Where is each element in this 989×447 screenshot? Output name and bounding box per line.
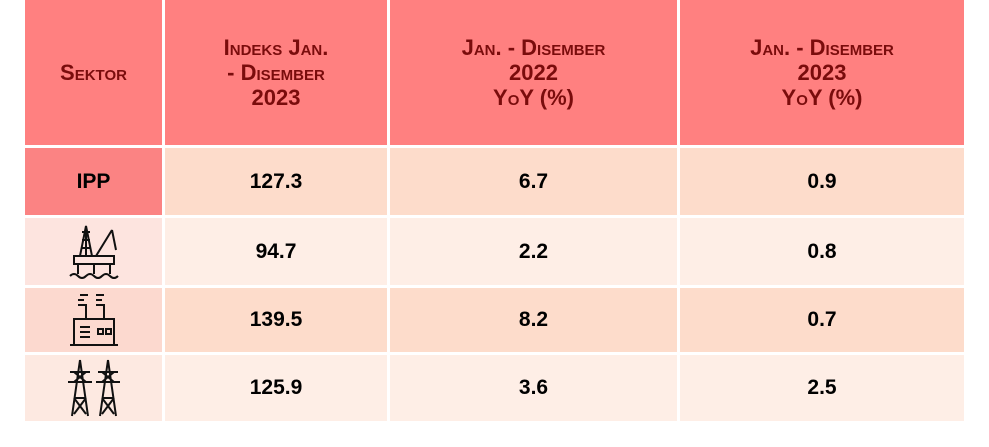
table: Sektor Indeks Jan. - Disember 2023 Jan. …: [25, 0, 967, 421]
cell: 0.9: [680, 148, 964, 215]
cell: 139.5: [165, 288, 387, 352]
sector-icon-cell: [25, 288, 162, 352]
factory-icon: [69, 294, 118, 346]
cell: 0.8: [680, 218, 964, 285]
oil-rig-icon: [68, 225, 119, 279]
sector-icon-cell: [25, 355, 162, 421]
cell: 6.7: [390, 148, 677, 215]
header-cell: Jan. - Disember 2022 YoY (%): [390, 0, 677, 145]
pylon-icon: [67, 359, 120, 417]
sector-icon-cell: [25, 218, 162, 285]
cell: 0.7: [680, 288, 964, 352]
cell: 8.2: [390, 288, 677, 352]
cell: 125.9: [165, 355, 387, 421]
sector-cell: IPP: [25, 148, 162, 215]
header-cell: Jan. - Disember 2023 YoY (%): [680, 0, 964, 145]
cell: 2.2: [390, 218, 677, 285]
cell: 2.5: [680, 355, 964, 421]
cell: 3.6: [390, 355, 677, 421]
cell: 94.7: [165, 218, 387, 285]
header-cell: Indeks Jan. - Disember 2023: [165, 0, 387, 145]
cell: 127.3: [165, 148, 387, 215]
header-cell: Sektor: [25, 0, 162, 145]
